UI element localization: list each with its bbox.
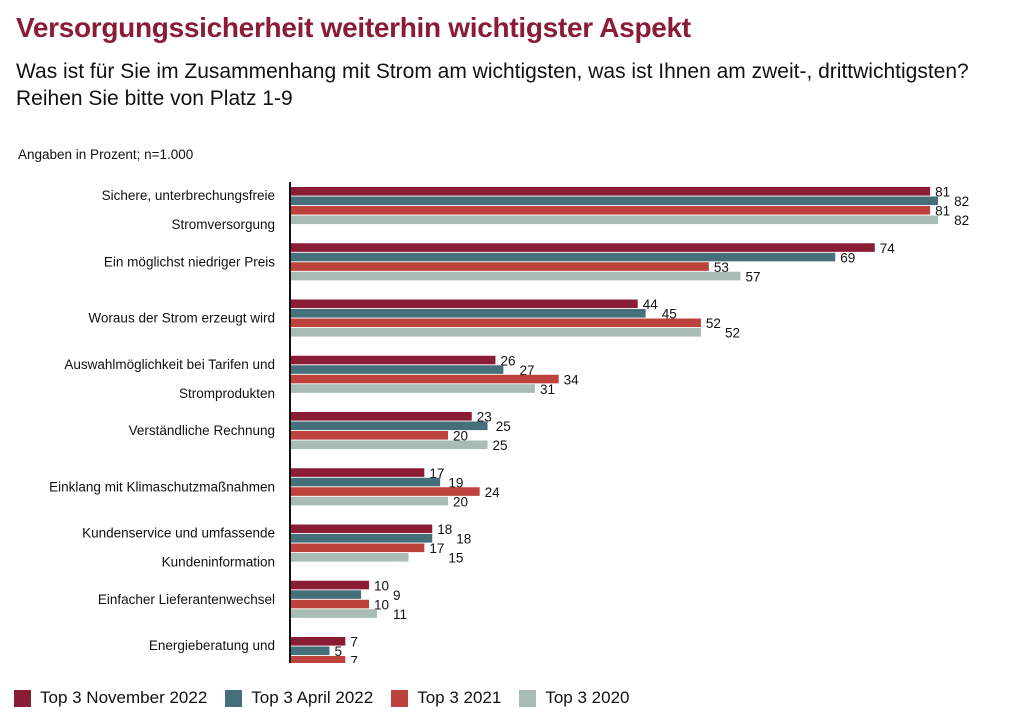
bar xyxy=(290,243,875,252)
legend-item: Top 3 November 2022 xyxy=(14,688,207,708)
data-label: 52 xyxy=(706,316,721,331)
bar xyxy=(290,365,504,374)
category-label: Kundeninformation xyxy=(162,555,275,570)
data-label: 18 xyxy=(437,522,452,537)
bar xyxy=(290,412,472,421)
bar xyxy=(290,187,931,196)
data-label: 15 xyxy=(448,551,463,566)
data-label: 7 xyxy=(350,654,358,663)
data-label: 82 xyxy=(954,194,969,209)
bar xyxy=(290,534,433,543)
bar xyxy=(290,328,701,337)
bar xyxy=(290,590,362,599)
legend-item: Top 3 2020 xyxy=(519,688,629,708)
legend-label: Top 3 2020 xyxy=(545,688,630,707)
data-label: 17 xyxy=(429,466,444,481)
category-label: Verständliche Rechnung xyxy=(129,423,275,438)
bar xyxy=(290,196,938,206)
data-label: 20 xyxy=(453,429,468,444)
category-label: Einklang mit Klimaschutzmaßnahmen xyxy=(49,479,275,494)
legend-swatch xyxy=(14,689,31,707)
category-label: Einfacher Lieferantenwechsel xyxy=(98,592,275,607)
legend-item: Top 3 April 2022 xyxy=(225,688,373,708)
data-label: 53 xyxy=(714,260,729,275)
data-label: 57 xyxy=(745,269,760,284)
bar xyxy=(290,487,480,496)
bar xyxy=(290,440,488,450)
data-label: 82 xyxy=(954,213,969,228)
bar xyxy=(290,496,449,506)
category-label: Auswahlmöglichkeit bei Tarifen und xyxy=(64,357,275,372)
data-label: 52 xyxy=(725,326,740,341)
bar xyxy=(290,524,433,534)
data-label: 17 xyxy=(429,541,444,556)
bar xyxy=(290,637,346,646)
bar xyxy=(290,215,938,225)
data-label: 7 xyxy=(350,635,358,650)
bar xyxy=(290,271,741,281)
bar xyxy=(290,384,535,393)
bar xyxy=(290,206,931,215)
category-label: Stromprodukten xyxy=(179,386,275,401)
bar xyxy=(290,299,638,309)
category-label: Stromversorgung xyxy=(171,217,275,232)
bar xyxy=(290,599,370,609)
bar-chart: Sichere, unterbrechungsfreie Stromversorg… xyxy=(49,182,969,663)
data-label: 81 xyxy=(935,185,950,200)
data-label: 5 xyxy=(335,644,343,659)
data-label: 69 xyxy=(840,250,855,265)
bar xyxy=(290,477,441,487)
bar xyxy=(290,656,346,663)
legend: Top 3 November 2022 Top 3 April 2022 Top 3… xyxy=(14,688,629,708)
legend-label: Top 3 November 2022 xyxy=(40,688,208,707)
data-label: 10 xyxy=(374,578,389,593)
bar xyxy=(290,646,330,656)
data-label: 20 xyxy=(453,494,468,509)
chart-note: Angaben in Prozent; n=1.000 xyxy=(18,147,194,162)
data-label: 34 xyxy=(564,372,580,387)
bar xyxy=(290,553,409,562)
category-label: Energieberatung und xyxy=(149,638,275,653)
legend-swatch xyxy=(225,689,243,707)
legend-item: Top 3 2021 xyxy=(391,688,501,708)
legend-swatch xyxy=(391,689,409,707)
data-label: 10 xyxy=(374,597,389,612)
data-label: 45 xyxy=(662,307,677,322)
chart-subtitle: Was ist für Sie im Zusammenhang mit Stro… xyxy=(16,60,969,110)
bar xyxy=(290,318,701,328)
data-label: 18 xyxy=(456,532,471,547)
legend-label: Top 3 2021 xyxy=(417,688,502,707)
bar xyxy=(290,252,836,262)
legend-label: Top 3 April 2022 xyxy=(251,688,374,707)
data-label: 23 xyxy=(477,410,492,425)
category-label: Ein möglichst niedriger Preis xyxy=(104,254,275,269)
bar xyxy=(290,609,377,618)
data-label: 27 xyxy=(519,363,534,378)
bar xyxy=(290,580,370,590)
data-label: 26 xyxy=(500,353,515,368)
data-label: 25 xyxy=(493,438,508,453)
category-label: Kundenservice und umfassende xyxy=(82,526,275,541)
data-label: 24 xyxy=(485,485,501,500)
data-label: 11 xyxy=(393,607,407,622)
data-label: 74 xyxy=(880,241,896,256)
bar xyxy=(290,431,449,440)
bar xyxy=(290,355,496,365)
chart-title: Versorgungssicherheit weiterhin wichtigs… xyxy=(16,12,691,43)
bar xyxy=(290,543,425,553)
category-label: Sichere, unterbrechungsfreie xyxy=(102,188,275,203)
bar xyxy=(290,374,559,384)
category-label: Woraus der Strom erzeugt wird xyxy=(88,311,275,326)
data-label: 44 xyxy=(643,297,659,312)
data-label: 81 xyxy=(935,204,950,219)
data-label: 31 xyxy=(540,382,555,397)
data-label: 19 xyxy=(448,475,463,490)
data-label: 25 xyxy=(496,419,511,434)
bar xyxy=(290,309,646,318)
bar xyxy=(290,421,488,431)
data-label: 9 xyxy=(393,588,401,603)
bar xyxy=(290,468,425,477)
legend-swatch xyxy=(519,689,537,707)
bar xyxy=(290,262,709,271)
